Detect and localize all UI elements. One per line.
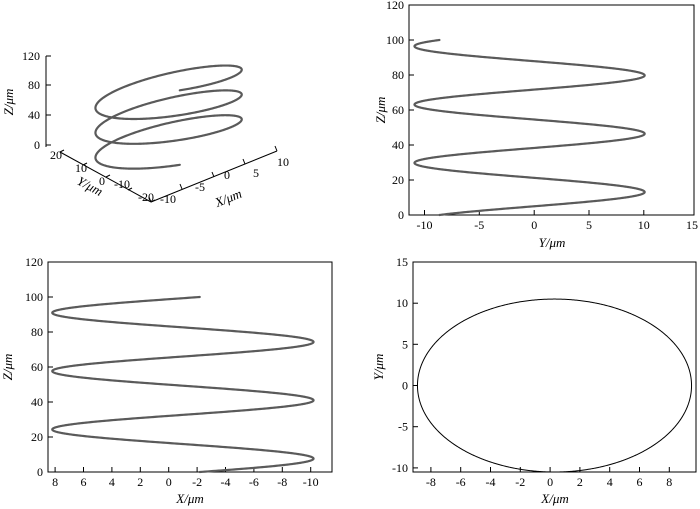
y-axis-title: Z/μm <box>0 354 15 381</box>
x-tick-label: 4 <box>109 475 115 489</box>
x-axis-title: X/μm <box>540 491 568 506</box>
panel-xy-projection: -8 -6 -4 -2 0 2 4 6 8 -10 -5 0 5 10 15 X… <box>371 255 697 506</box>
y-axis-title: Y/μm <box>371 354 386 381</box>
y-tick-label: 40 <box>392 138 404 152</box>
y-ticks: -10 -5 0 5 10 15 <box>392 255 418 475</box>
y-tick-label: 60 <box>31 360 43 374</box>
y-tick-label: 0 <box>99 174 105 188</box>
x-tick-label: 4 <box>607 475 613 489</box>
plot-frame <box>412 261 697 473</box>
x-tick-label: -10 <box>417 218 433 232</box>
x-axis-title: Y/μm <box>539 235 566 250</box>
panel-3d-helix: 0 40 80 120 Z/μm 20 10 0 -10 -20 Y/μm -1… <box>1 49 289 210</box>
y-tick-label: 10 <box>75 161 87 175</box>
y-tick-label: -10 <box>392 461 408 475</box>
x-tick-label: -2 <box>192 475 202 489</box>
x-tick-label: 8 <box>666 475 672 489</box>
y-tick-label: 120 <box>25 255 43 269</box>
y-tick-label: 120 <box>386 0 404 12</box>
z-tick-label: 120 <box>22 49 40 63</box>
x-tick-label: 8 <box>52 475 58 489</box>
y-ticks: 20 10 0 -10 -20 <box>50 148 156 204</box>
x-tick-label: 6 <box>81 475 87 489</box>
x-ticks: 8 6 4 2 0 -2 -4 -6 -8 -10 <box>52 467 319 489</box>
y-tick-label: 0 <box>398 208 404 222</box>
x-tick-label: 0 <box>166 475 172 489</box>
y-tick-label: 10 <box>396 296 408 310</box>
x-tick-label: 5 <box>253 166 259 180</box>
z-tick-label: 80 <box>28 78 40 92</box>
x-tick-label: -5 <box>195 180 205 194</box>
y-tick-label: 100 <box>25 290 43 304</box>
x-tick-label: 5 <box>586 218 592 232</box>
x-tick-label: 0 <box>531 218 537 232</box>
y-tick-label: 15 <box>396 255 408 269</box>
x-tick-label: -2 <box>515 475 525 489</box>
y-tick-label: 40 <box>31 395 43 409</box>
x-tick-label: -8 <box>277 475 287 489</box>
x-tick-label: -10 <box>160 192 176 206</box>
x-ticks: -8 -6 -4 -2 0 2 4 6 8 <box>426 467 672 489</box>
y-tick-label: 20 <box>392 173 404 187</box>
y-tick-label: 5 <box>402 337 408 351</box>
x-tick-label: -5 <box>474 218 484 232</box>
panel-yz-projection: -10 -5 0 5 10 15 0 20 40 60 80 100 120 Y… <box>373 0 698 250</box>
y-ticks: 0 20 40 60 80 100 120 <box>386 0 414 222</box>
x-tick-label: -6 <box>456 475 466 489</box>
y-tick-label: 0 <box>402 379 408 393</box>
y-tick-label: 80 <box>392 68 404 82</box>
x-tick-label: 10 <box>638 218 650 232</box>
y-tick-label: 20 <box>50 148 62 162</box>
x-tick-label: -10 <box>303 475 319 489</box>
z-axis-title: Z/μm <box>1 89 16 116</box>
y-tick-label: 80 <box>31 325 43 339</box>
y-tick-label: -20 <box>138 190 154 204</box>
x-axis-title: X/μm <box>212 186 244 211</box>
y-tick-label: -10 <box>114 177 130 191</box>
y-axis-line <box>59 151 152 203</box>
helix-3d-curve <box>94 64 243 170</box>
y-ticks: 0 20 40 60 80 100 120 <box>25 255 53 479</box>
plot-frame <box>408 4 695 216</box>
x-tick-label: -6 <box>249 475 259 489</box>
x-tick-label: 10 <box>277 155 289 169</box>
x-tick-label: -4 <box>221 475 231 489</box>
yz-projection-curve <box>413 38 646 217</box>
y-tick-label: 100 <box>386 33 404 47</box>
x-tick-label: -4 <box>486 475 496 489</box>
xz-projection-curve <box>51 295 315 474</box>
x-tick-label: 2 <box>577 475 583 489</box>
xy-projection-curve <box>416 298 693 473</box>
y-axis-title: Z/μm <box>373 97 388 124</box>
y-tick-label: 0 <box>37 465 43 479</box>
x-tick-label: 2 <box>137 475 143 489</box>
x-ticks: -10 -5 0 5 10 15 <box>417 210 698 232</box>
x-axis-title: X/μm <box>175 491 203 506</box>
z-tick-label: 40 <box>28 108 40 122</box>
z-tick-label: 0 <box>34 138 40 152</box>
x-tick-label: 0 <box>547 475 553 489</box>
plot-frame <box>47 261 333 473</box>
y-tick-label: 20 <box>31 430 43 444</box>
x-tick-label: 6 <box>637 475 643 489</box>
x-tick-label: -8 <box>426 475 436 489</box>
y-tick-label: 60 <box>392 103 404 117</box>
x-tick-label: 0 <box>224 168 230 182</box>
z-ticks: 0 40 80 120 <box>22 49 51 152</box>
panel-xz-projection: 8 6 4 2 0 -2 -4 -6 -8 -10 0 20 40 60 80 … <box>0 255 333 506</box>
x-tick-label: 15 <box>686 218 698 232</box>
x-ticks: -10 -5 0 5 10 <box>148 145 289 206</box>
y-tick-label: -5 <box>398 420 408 434</box>
